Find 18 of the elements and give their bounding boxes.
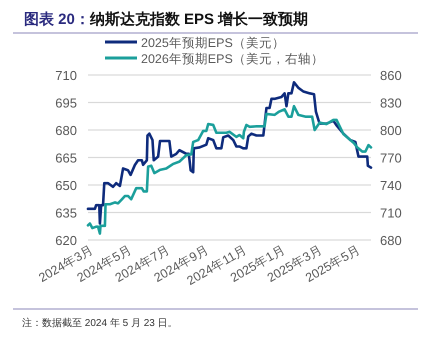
y2-tick-label: 830 <box>380 96 402 110</box>
y2-tick-label: 770 <box>380 150 402 166</box>
chart-title: 图表 20：纳斯达克指数 EPS 增长一致预期 <box>24 11 308 28</box>
legend-label: 2026年预期EPS（美元，右轴） <box>141 51 324 66</box>
legend-label: 2025年预期EPS（美元） <box>141 35 285 50</box>
text: 注：数据截至 2024 年 5 月 23 日。 <box>22 317 178 329</box>
y-tick-label: 695 <box>55 96 77 110</box>
y-tick-label: 680 <box>55 123 77 138</box>
y-tick-label: 710 <box>55 68 77 83</box>
y2-tick-label: 740 <box>380 178 402 193</box>
y-tick-label: 665 <box>55 150 77 166</box>
y2-tick-label: 710 <box>380 206 402 220</box>
y-tick-label: 620 <box>55 233 77 248</box>
y-tick-label: 635 <box>55 206 77 220</box>
y-tick-label: 650 <box>55 178 77 193</box>
y2-tick-label: 800 <box>380 123 402 138</box>
y2-tick-label: 680 <box>380 233 402 248</box>
y2-tick-label: 860 <box>380 68 402 83</box>
